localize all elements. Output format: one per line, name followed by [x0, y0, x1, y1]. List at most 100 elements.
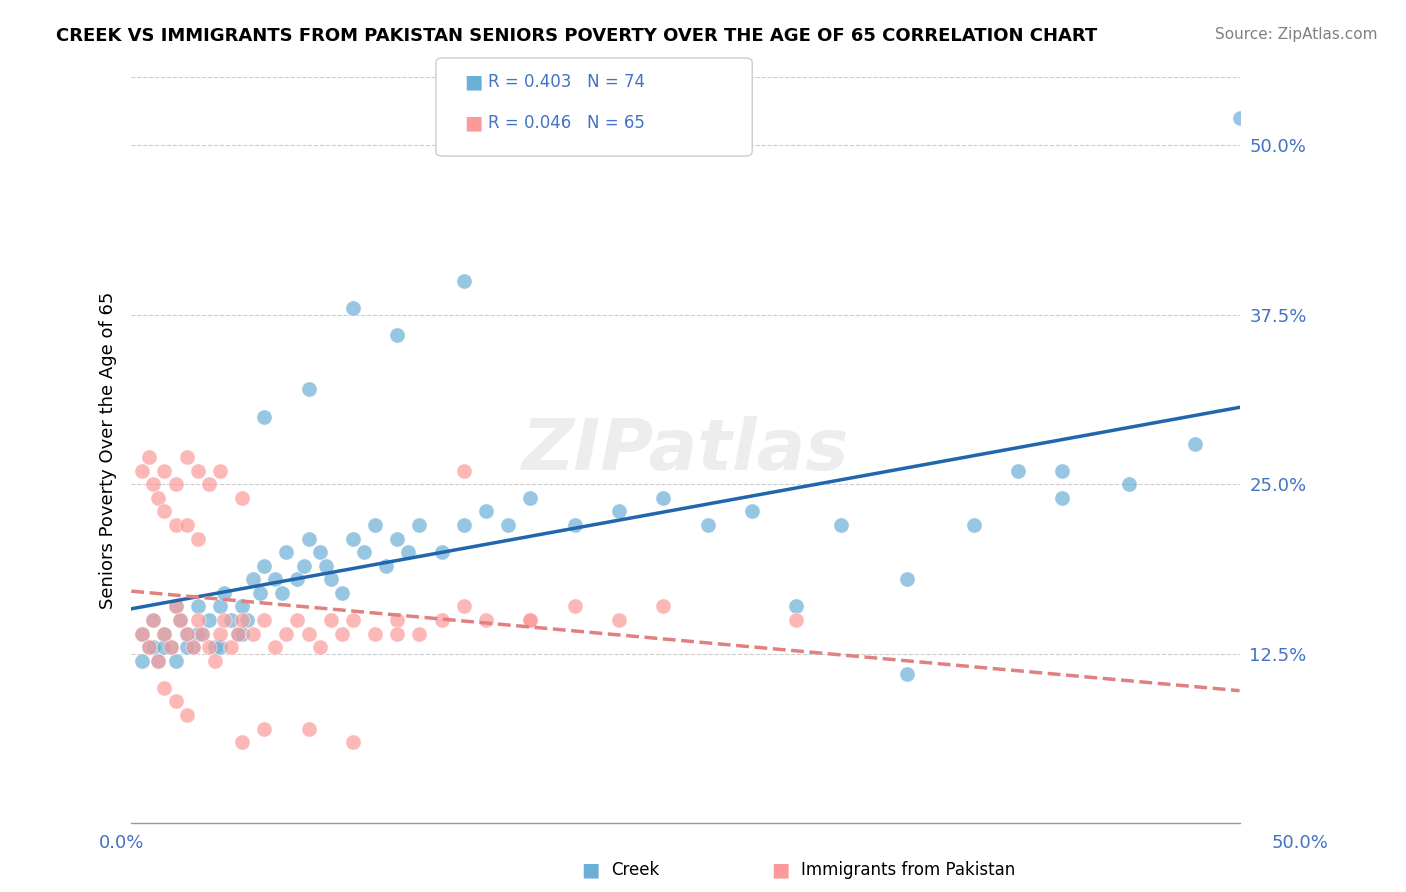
Point — [297, 532, 319, 546]
Point — [315, 558, 337, 573]
Point — [287, 572, 309, 586]
Point — [830, 518, 852, 533]
Point — [564, 518, 586, 533]
Point — [330, 586, 353, 600]
Point — [165, 654, 187, 668]
Point — [652, 599, 675, 614]
Text: ■: ■ — [770, 860, 790, 880]
Point — [271, 586, 294, 600]
Point — [226, 626, 249, 640]
Point — [249, 586, 271, 600]
Point — [896, 572, 918, 586]
Point — [165, 599, 187, 614]
Point — [169, 613, 191, 627]
Point — [430, 613, 453, 627]
Point — [496, 518, 519, 533]
Point — [153, 464, 176, 478]
Text: ■: ■ — [581, 860, 600, 880]
Point — [741, 504, 763, 518]
Point — [181, 640, 204, 654]
Point — [242, 626, 264, 640]
Point — [387, 328, 409, 343]
Text: Creek: Creek — [612, 861, 659, 879]
Point — [396, 545, 419, 559]
Point — [231, 626, 253, 640]
Point — [231, 613, 253, 627]
Point — [1184, 436, 1206, 450]
Point — [785, 613, 807, 627]
Point — [219, 613, 242, 627]
Text: 0.0%: 0.0% — [98, 834, 143, 852]
Point — [453, 518, 475, 533]
Point — [153, 640, 176, 654]
Point — [187, 599, 209, 614]
Point — [214, 613, 236, 627]
Point — [142, 613, 165, 627]
Point — [319, 613, 342, 627]
Point — [165, 694, 187, 708]
Point — [176, 708, 198, 723]
Point — [231, 735, 253, 749]
Point — [142, 640, 165, 654]
Point — [607, 504, 630, 518]
Point — [287, 613, 309, 627]
Point — [519, 613, 541, 627]
Point — [342, 613, 364, 627]
Text: 50.0%: 50.0% — [1272, 834, 1329, 852]
Point — [131, 654, 153, 668]
Point — [475, 504, 498, 518]
Text: CREEK VS IMMIGRANTS FROM PAKISTAN SENIORS POVERTY OVER THE AGE OF 65 CORRELATION: CREEK VS IMMIGRANTS FROM PAKISTAN SENIOR… — [56, 27, 1098, 45]
Point — [353, 545, 375, 559]
Point — [785, 599, 807, 614]
Point — [204, 640, 226, 654]
Point — [131, 626, 153, 640]
Point — [253, 613, 276, 627]
Text: R = 0.403   N = 74: R = 0.403 N = 74 — [488, 73, 645, 91]
Text: ■: ■ — [464, 72, 482, 92]
Point — [342, 301, 364, 315]
Point — [387, 613, 409, 627]
Point — [564, 599, 586, 614]
Point — [208, 464, 231, 478]
Point — [297, 722, 319, 736]
Point — [519, 613, 541, 627]
Text: Source: ZipAtlas.com: Source: ZipAtlas.com — [1215, 27, 1378, 42]
Point — [142, 613, 165, 627]
Text: ■: ■ — [464, 113, 482, 133]
Point — [131, 626, 153, 640]
Point — [176, 640, 198, 654]
Point — [276, 545, 298, 559]
Point — [204, 654, 226, 668]
Point — [1050, 491, 1073, 505]
Point — [453, 599, 475, 614]
Point — [191, 626, 214, 640]
Point — [142, 477, 165, 491]
Point — [330, 626, 353, 640]
Point — [187, 464, 209, 478]
Point — [187, 613, 209, 627]
Point — [165, 477, 187, 491]
Point — [264, 572, 287, 586]
Text: R = 0.046   N = 65: R = 0.046 N = 65 — [488, 114, 645, 132]
Point — [131, 464, 153, 478]
Point — [1229, 111, 1251, 125]
Point — [408, 626, 430, 640]
Point — [607, 613, 630, 627]
Point — [962, 518, 984, 533]
Point — [138, 640, 160, 654]
Point — [169, 613, 191, 627]
Point — [375, 558, 398, 573]
Point — [242, 572, 264, 586]
Point — [214, 586, 236, 600]
Point — [292, 558, 315, 573]
Point — [146, 654, 169, 668]
Point — [342, 532, 364, 546]
Point — [208, 640, 231, 654]
Point — [146, 491, 169, 505]
Point — [475, 613, 498, 627]
Point — [198, 613, 221, 627]
Point — [453, 464, 475, 478]
Point — [652, 491, 675, 505]
Point — [138, 640, 160, 654]
Point — [308, 545, 330, 559]
